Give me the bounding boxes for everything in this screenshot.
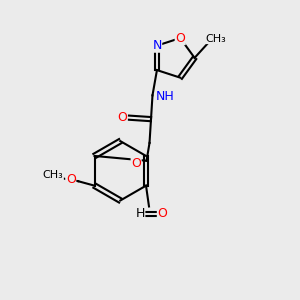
- Text: CH₃: CH₃: [205, 34, 226, 44]
- Text: O: O: [131, 157, 141, 170]
- Text: O: O: [66, 173, 76, 186]
- Text: O: O: [117, 111, 127, 124]
- Text: O: O: [158, 207, 167, 220]
- Text: H: H: [135, 207, 145, 220]
- Text: CH₃: CH₃: [43, 170, 63, 180]
- Text: N: N: [152, 39, 162, 52]
- Text: NH: NH: [156, 90, 174, 103]
- Text: O: O: [175, 32, 185, 45]
